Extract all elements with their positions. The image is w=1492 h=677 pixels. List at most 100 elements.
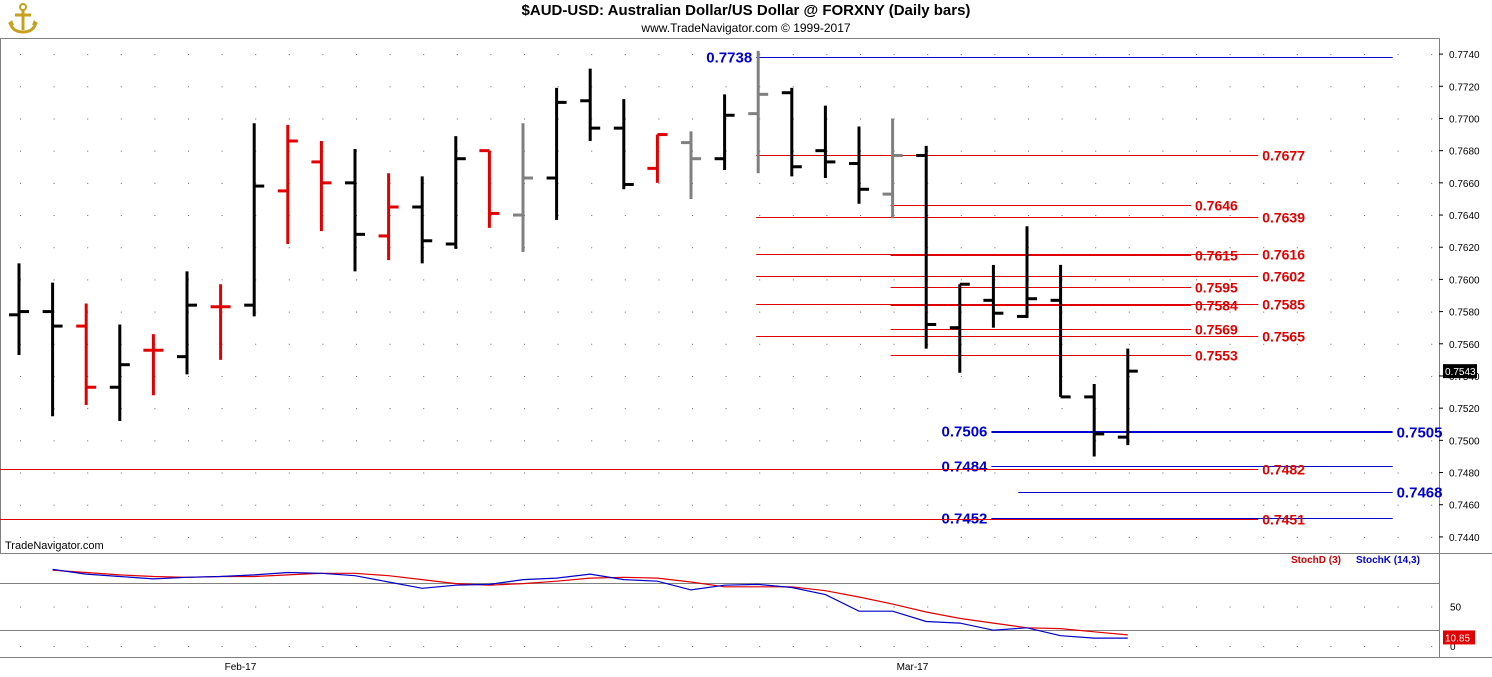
grid-dot	[456, 86, 458, 88]
grid-dot	[1128, 279, 1130, 281]
grid-dot	[1061, 504, 1063, 506]
grid-dot	[524, 536, 525, 538]
grid-dot	[1397, 150, 1399, 152]
grid-dot	[1229, 504, 1231, 506]
grid-dot	[1364, 472, 1365, 474]
price-bars	[9, 50, 1138, 457]
grid-dot	[1095, 247, 1097, 249]
grid-dot	[255, 536, 257, 538]
grid-dot	[792, 646, 794, 647]
grid-dot	[1364, 182, 1365, 184]
grid-dot	[1196, 279, 1197, 281]
grid-dot	[1128, 536, 1130, 538]
ohlc-bar	[949, 282, 970, 373]
grid-dot	[188, 536, 189, 538]
grid-dot	[87, 54, 89, 56]
grid-dot	[120, 646, 122, 647]
grid-dot	[927, 118, 929, 120]
grid-dot	[154, 247, 156, 249]
grid-dot	[87, 536, 89, 538]
grid-dot	[1061, 440, 1063, 442]
grid-dot	[1162, 440, 1164, 442]
grid-dot	[860, 536, 861, 538]
grid-dot	[423, 279, 425, 281]
grid-dot	[725, 375, 727, 377]
copyright-text: www.TradeNavigator.com © 1999-2017	[641, 21, 851, 35]
grid-dot	[1196, 311, 1197, 313]
grid-dot	[120, 150, 122, 152]
grid-dot	[994, 215, 996, 217]
grid-dot	[994, 54, 996, 56]
grid-dot	[1128, 472, 1130, 474]
grid-dot	[1397, 408, 1399, 410]
y-tick-label: 0.7500	[1449, 436, 1480, 447]
grid-dot	[322, 279, 324, 281]
grid-dot	[87, 215, 89, 217]
grid-dot	[188, 472, 189, 474]
grid-dot	[557, 440, 559, 442]
grid-dot	[456, 646, 458, 647]
grid-dot	[490, 247, 492, 249]
grid-dot	[692, 343, 693, 345]
y-tick-label: 0.7580	[1449, 308, 1480, 319]
grid-dot	[356, 311, 357, 313]
price-level-label: 0.7585	[1262, 297, 1305, 313]
grid-dot	[1196, 504, 1197, 506]
grid-dot	[53, 472, 55, 474]
grid-dot	[389, 150, 391, 152]
grid-dot	[1061, 247, 1063, 249]
grid-dot	[288, 311, 290, 313]
grid-dot	[1296, 86, 1298, 88]
ohlc-bar	[109, 324, 130, 422]
grid-dot	[255, 215, 257, 217]
grid-dot	[1397, 646, 1399, 647]
grid-dot	[356, 54, 357, 56]
grid-dot	[624, 606, 626, 608]
ohlc-bar	[849, 126, 869, 204]
grid-dot	[1431, 54, 1433, 56]
grid-dot	[792, 86, 794, 88]
grid-dot	[221, 279, 223, 281]
grid-dot	[1263, 440, 1265, 442]
grid-dot	[356, 343, 357, 345]
grid-dot	[1162, 343, 1164, 345]
grid-dot	[1061, 182, 1063, 184]
grid-dot	[1296, 408, 1298, 410]
grid-dot	[927, 86, 929, 88]
grid-dot	[725, 215, 727, 217]
grid-dot	[255, 472, 257, 474]
grid-dot	[692, 279, 693, 281]
grid-dot	[557, 311, 559, 313]
ohlc-bar	[781, 87, 802, 177]
grid-dot	[1263, 54, 1265, 56]
grid-dot	[389, 606, 391, 608]
last-price-label: 0.7543	[1445, 367, 1476, 378]
grid-dot	[53, 215, 55, 217]
grid-dot	[154, 504, 156, 506]
grid-dot	[1162, 606, 1164, 608]
grid-dot	[221, 646, 223, 647]
ohlc-bar	[815, 105, 836, 179]
grid-dot	[624, 504, 626, 506]
price-level-label: 0.7615	[1195, 248, 1238, 264]
grid-dot	[154, 118, 156, 120]
price-panel-frame	[0, 38, 1440, 554]
grid-dot	[154, 215, 156, 217]
grid-dot	[692, 215, 693, 217]
grid-dot	[1229, 182, 1231, 184]
grid-dot	[1095, 343, 1097, 345]
grid-dot	[624, 536, 626, 538]
grid-dot	[154, 54, 156, 56]
grid-dot	[1330, 86, 1332, 88]
grid-dot	[759, 311, 761, 313]
grid-dot	[826, 182, 828, 184]
grid-dot	[893, 375, 895, 377]
grid-dot	[1229, 247, 1231, 249]
grid-dot	[423, 408, 425, 410]
grid-dot	[524, 375, 525, 377]
grid-dot	[221, 408, 223, 410]
grid-dot	[1364, 54, 1365, 56]
grid-dot	[20, 118, 21, 120]
grid-dot	[154, 472, 156, 474]
grid-dot	[860, 472, 861, 474]
